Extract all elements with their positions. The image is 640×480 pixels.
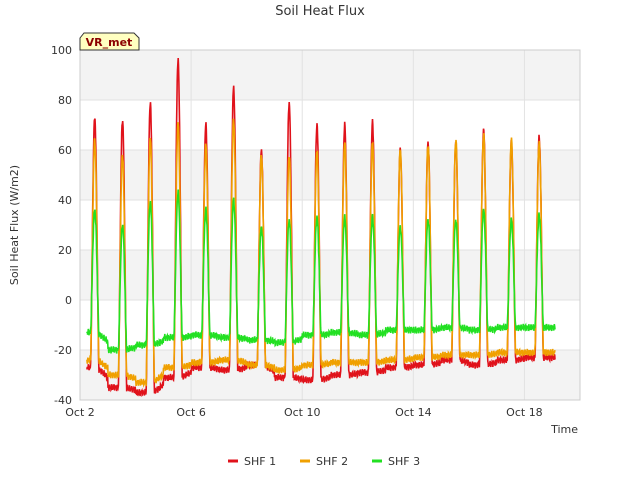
plot-frame [79, 49, 581, 401]
series-line-shf-3 [86, 189, 556, 354]
y-tick-label: 20 [58, 244, 72, 257]
x-tick-label: Oct 14 [395, 406, 432, 419]
plot-band [80, 150, 580, 200]
plot-band [80, 250, 580, 300]
legend-label-shf-3: SHF 3 [388, 455, 420, 468]
station-badge-shape [79, 32, 140, 51]
plot-background-bands [80, 50, 580, 400]
series-line-shf-2 [86, 118, 556, 388]
y-axis-label: Soil Heat Flux (W/m2) [8, 165, 21, 285]
station-badge: VR_met [79, 32, 140, 51]
plot-band [80, 50, 580, 100]
y-tick-label: 100 [51, 44, 72, 57]
plot-band [80, 200, 580, 250]
y-axis-tick-labels: -40 -20 0 20 40 60 80 100 [51, 44, 72, 407]
y-tick-label: 0 [65, 294, 72, 307]
legend-label-shf-2: SHF 2 [316, 455, 348, 468]
y-tick-label: 40 [58, 194, 72, 207]
legend: SHF 1 SHF 2 SHF 3 [228, 455, 420, 468]
x-tick-label: Oct 18 [506, 406, 543, 419]
x-axis-label: Time [550, 423, 578, 436]
series-lines [86, 57, 556, 398]
plot-band [80, 100, 580, 150]
y-tick-label: 80 [58, 94, 72, 107]
y-tick-label: -40 [54, 394, 72, 407]
x-axis-tick-labels: Oct 2 Oct 6 Oct 10 Oct 14 Oct 18 [65, 406, 542, 419]
y-tick-label: -20 [54, 344, 72, 357]
x-tick-label: Oct 10 [284, 406, 321, 419]
x-tick-label: Oct 6 [176, 406, 206, 419]
y-tick-label: 60 [58, 144, 72, 157]
legend-label-shf-1: SHF 1 [244, 455, 276, 468]
station-badge-label: VR_met [86, 36, 133, 49]
series-line-shf-1 [86, 57, 556, 398]
x-tick-label: Oct 2 [65, 406, 95, 419]
chart-title: Soil Heat Flux [275, 4, 365, 19]
